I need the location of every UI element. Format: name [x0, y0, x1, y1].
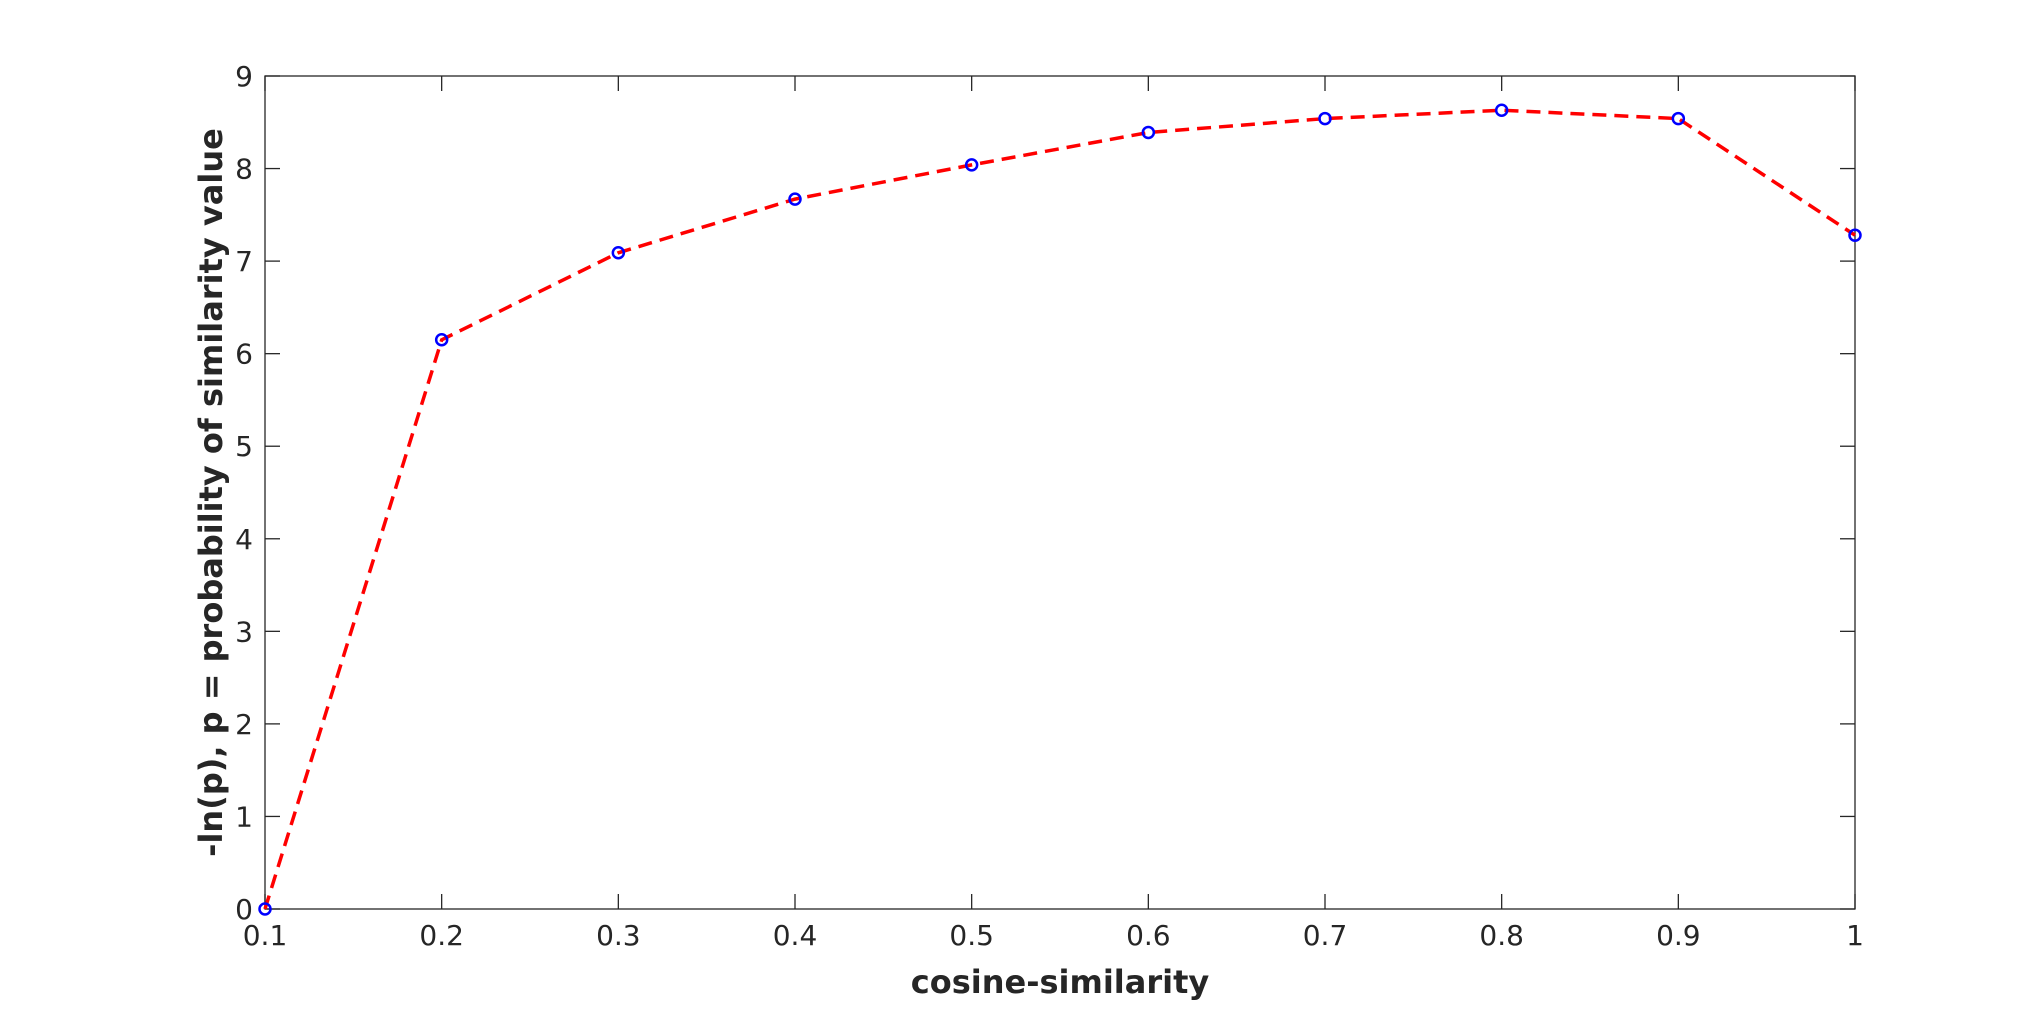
tick-labels: 0.1 0.2 0.3 0.4 0.5 0.6 0.7 0.8 0.9 1 0 1 2 3 4 5 6 7 8 9: [235, 60, 1864, 952]
x-tick-label: 0.7: [1303, 919, 1348, 952]
x-tick-label: 0.4: [773, 919, 818, 952]
x-tick-label: 0.9: [1656, 919, 1701, 952]
y-tick-label: 1: [235, 800, 253, 833]
y-tick-label: 6: [235, 338, 253, 371]
data-markers: [258, 103, 1862, 916]
x-tick-label: 0.6: [1126, 919, 1171, 952]
x-tick-label: 0.3: [596, 919, 641, 952]
y-tick-label: 5: [235, 430, 253, 463]
y-tick-label: 8: [235, 153, 253, 186]
series-lines: [263, 108, 1856, 910]
y-tick-label: 7: [235, 245, 253, 278]
data-point: [1494, 103, 1509, 117]
series-line: [263, 108, 1856, 910]
x-tick-label: 0.2: [419, 919, 464, 952]
y-axis-label: -ln(p), p = probability of similarity va…: [192, 128, 230, 857]
x-tick-label: 0.8: [1479, 919, 1524, 952]
x-axis-label: cosine-similarity: [911, 963, 1210, 1001]
y-tick-label: 3: [235, 615, 253, 648]
data-point: [611, 246, 626, 260]
data-point: [1318, 111, 1332, 126]
x-tick-label: 0.1: [243, 919, 288, 952]
data-point: [964, 158, 979, 172]
y-tick-label: 4: [235, 523, 253, 556]
data-point: [1141, 125, 1156, 140]
data-point: [258, 902, 272, 916]
axis-ticks: [264, 75, 1856, 910]
x-tick-label: 1: [1846, 919, 1864, 952]
y-tick-label: 0: [235, 893, 253, 926]
data-point: [1671, 111, 1686, 126]
plot-area: [264, 75, 1856, 910]
data-point: [788, 192, 802, 206]
data-point: [1848, 228, 1862, 242]
data-point: [434, 333, 449, 347]
y-tick-label: 2: [235, 708, 253, 741]
x-tick-label: 0.5: [949, 919, 994, 952]
y-tick-label: 9: [235, 60, 253, 93]
